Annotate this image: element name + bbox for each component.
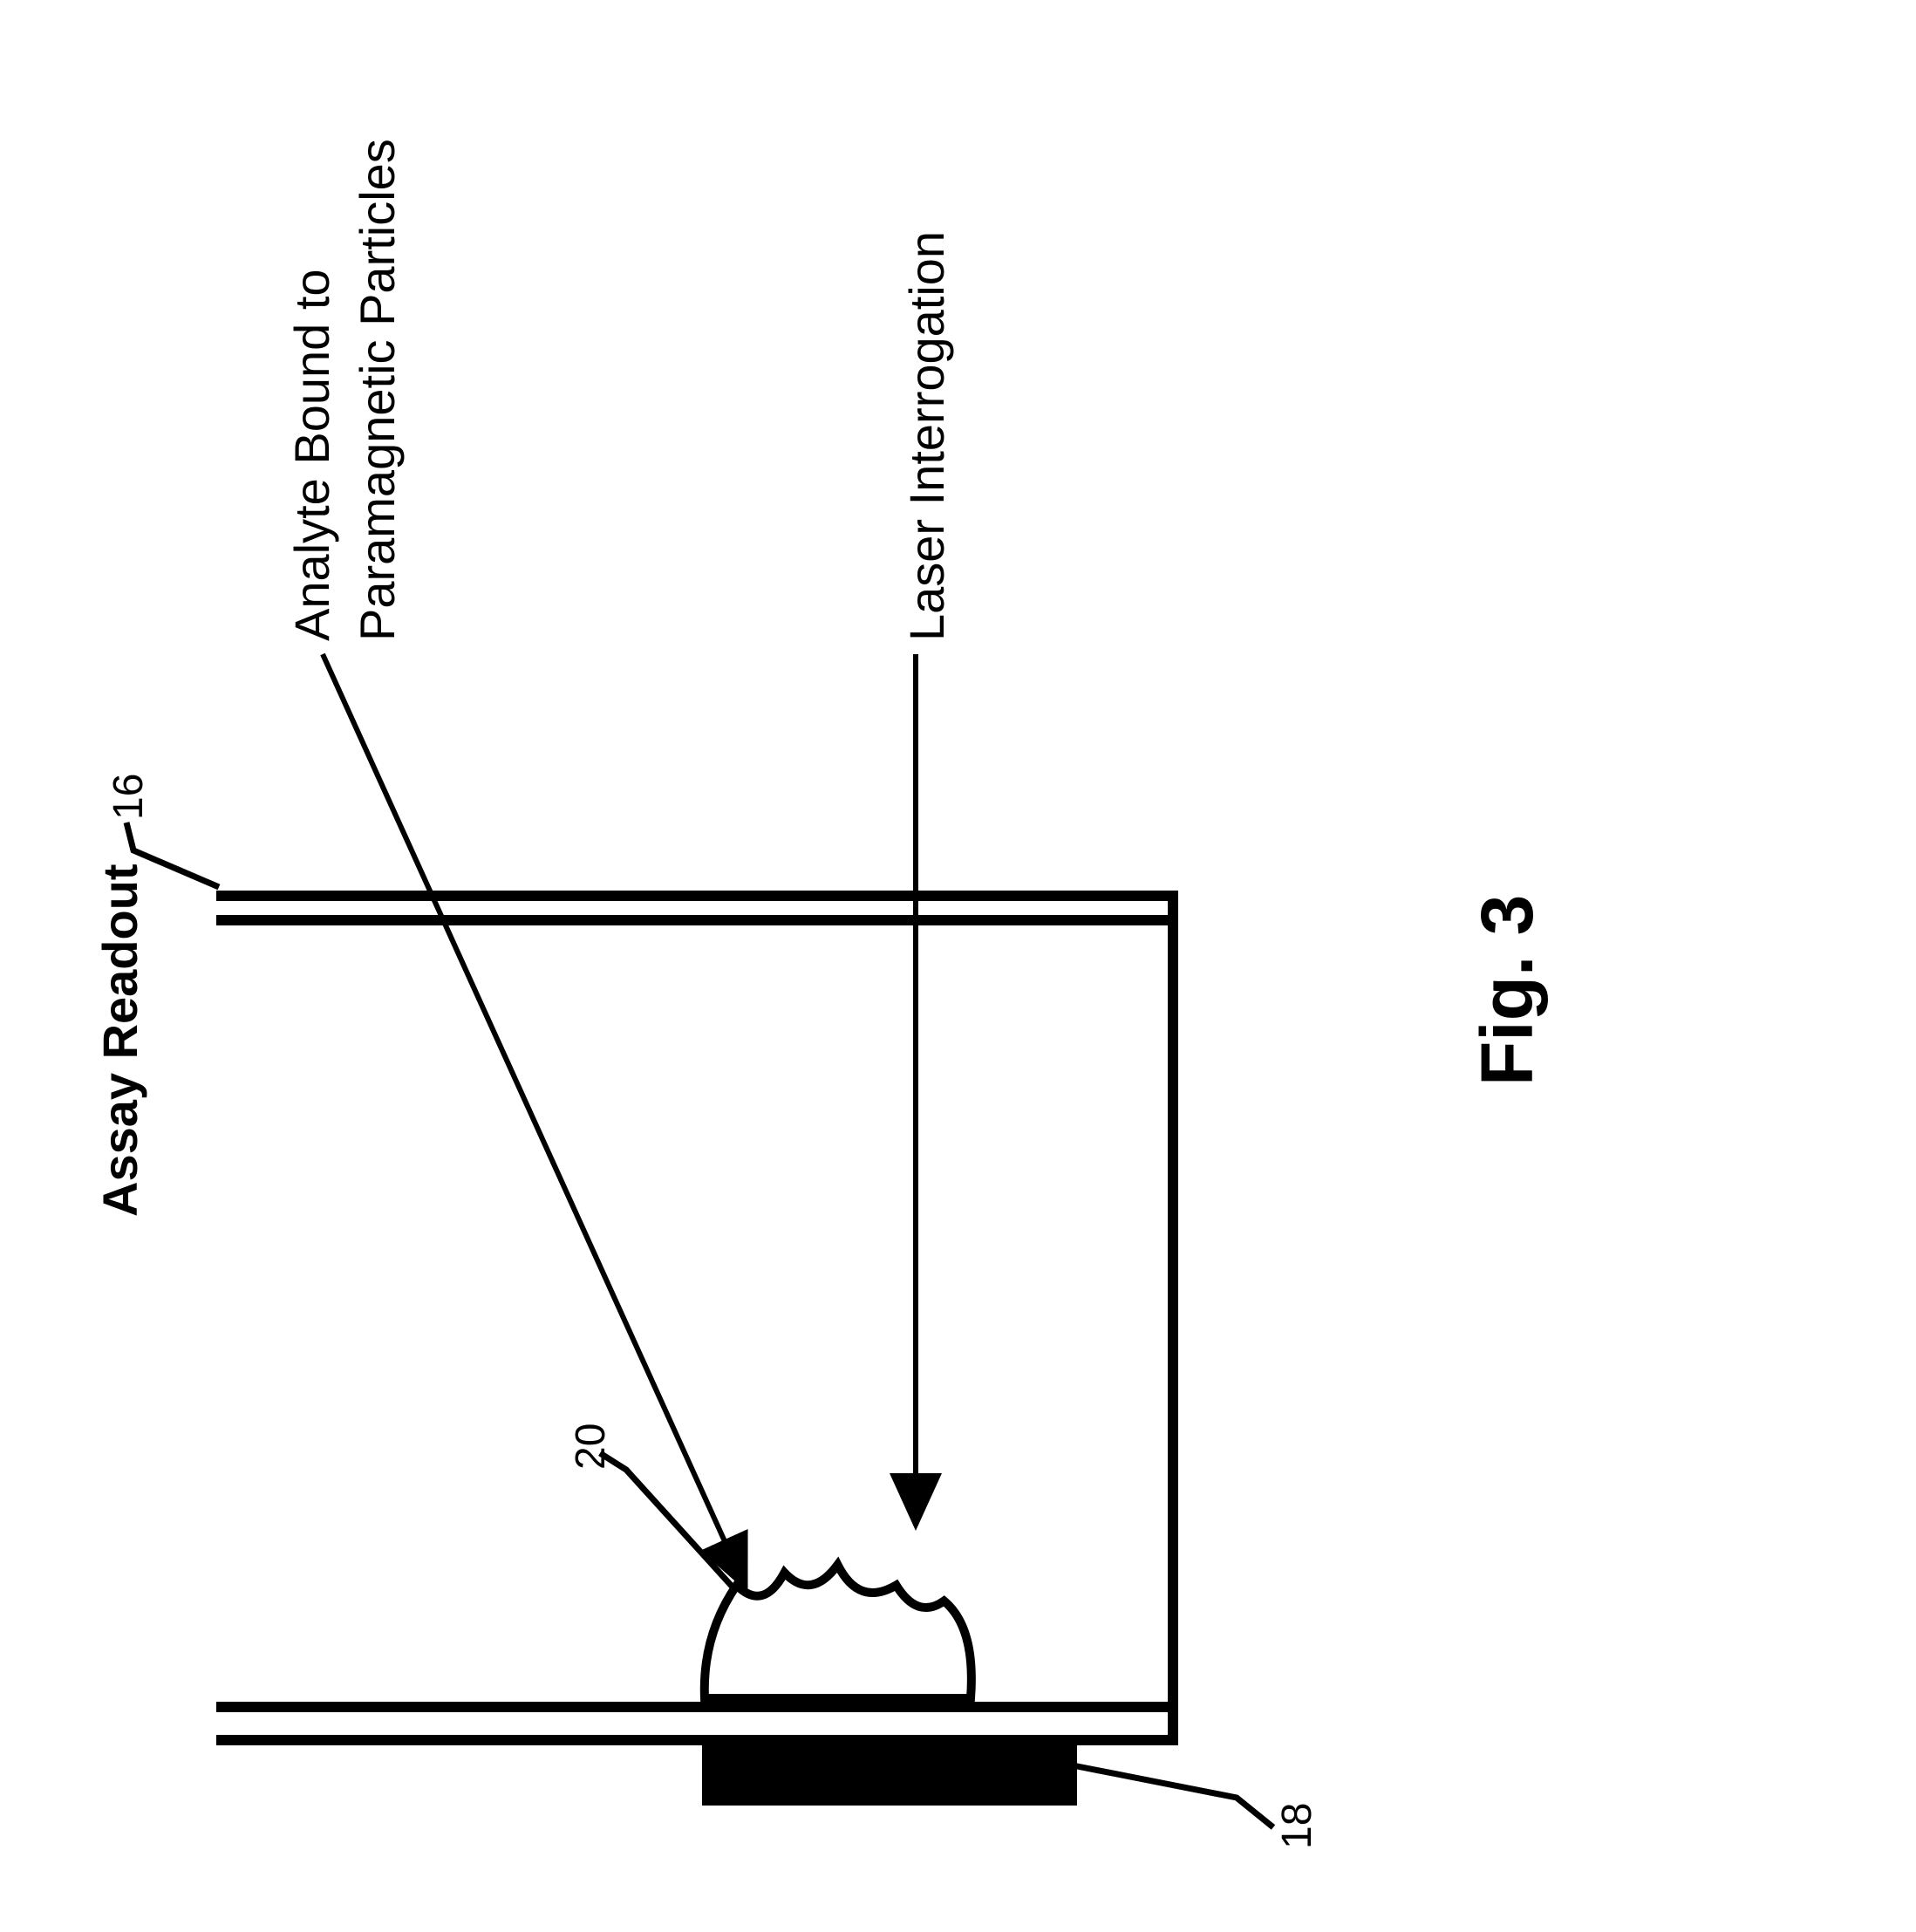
analyte-arrow	[323, 654, 746, 1587]
chamber	[216, 891, 1173, 1745]
leader-16	[126, 823, 219, 887]
diagram-container: Assay Readout Fig. 3 Analyte Bound to Pa…	[0, 0, 1916, 1932]
diagram-svg	[0, 0, 1916, 1932]
magnet	[702, 1743, 1077, 1806]
leader-18	[1068, 1765, 1273, 1827]
